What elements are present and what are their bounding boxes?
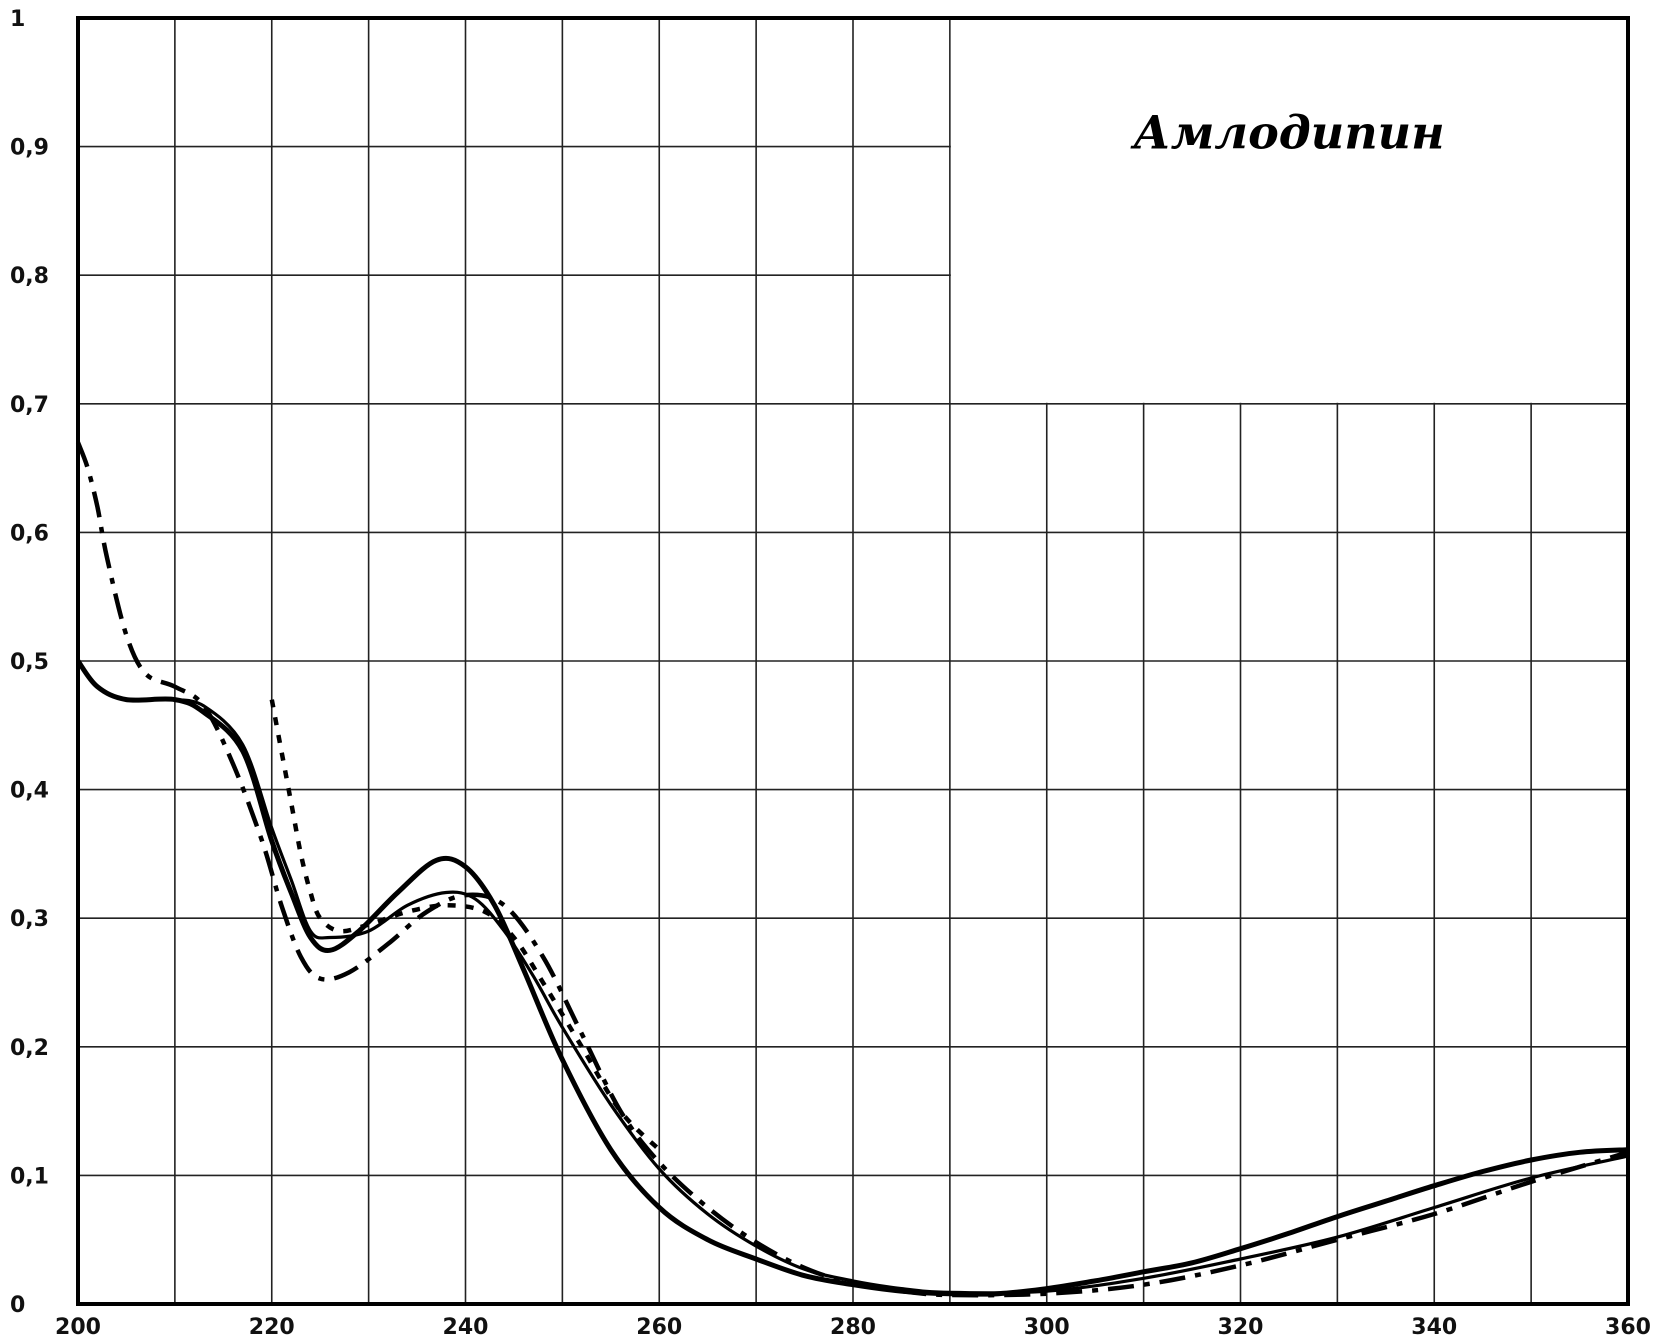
y-tick-label: 0,1	[10, 1164, 49, 1189]
x-tick-label: 360	[1605, 1315, 1651, 1340]
x-tick-label: 240	[443, 1315, 489, 1340]
series-group	[75, 441, 1629, 1298]
x-tick-label: 200	[55, 1315, 101, 1340]
y-tick-label: 0,3	[10, 907, 49, 932]
y-tick-label: 1	[10, 7, 25, 32]
y-tick-label: 0,8	[10, 264, 49, 289]
x-tick-label: 320	[1218, 1315, 1264, 1340]
series-line-3	[75, 441, 1629, 1298]
x-tick-label: 220	[249, 1315, 295, 1340]
y-tick-label: 0	[10, 1293, 25, 1318]
x-tick-label: 280	[830, 1315, 876, 1340]
series-line-1	[75, 659, 1629, 1297]
chart-title: Амлодипин	[1130, 106, 1444, 160]
y-axis-ticks: 0 0,1 0,2 0,3 0,4 0,5 0,6 0,7 0,8 0,9 1	[10, 7, 49, 1318]
title-box	[950, 20, 1626, 403]
x-tick-label: 340	[1411, 1315, 1457, 1340]
y-tick-label: 0,2	[10, 1036, 49, 1061]
x-tick-label: 260	[636, 1315, 682, 1340]
x-axis-ticks: 200 220 240 260 280 300 320 340 360	[55, 1315, 1651, 1340]
series-line-2	[174, 698, 1629, 1295]
y-tick-label: 0,6	[10, 521, 49, 546]
y-tick-label: 0,9	[10, 136, 49, 161]
y-tick-label: 0,5	[10, 650, 49, 675]
y-tick-label: 0,7	[10, 393, 49, 418]
x-tick-label: 300	[1024, 1315, 1070, 1340]
series-line-4	[269, 699, 661, 1152]
y-tick-label: 0,4	[10, 779, 49, 804]
plot-frame	[76, 16, 1630, 1306]
